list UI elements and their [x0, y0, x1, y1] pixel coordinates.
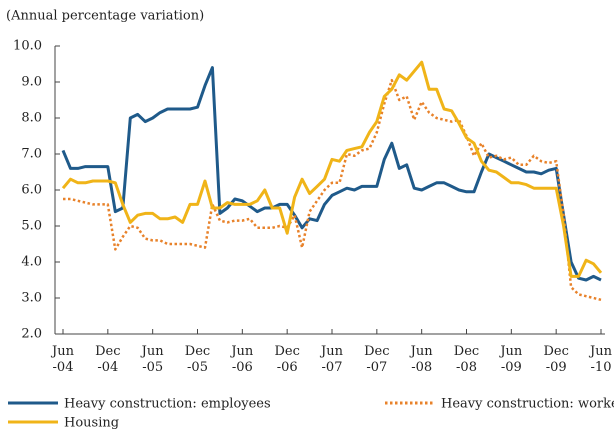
series-line	[61, 66, 602, 282]
y-tick-label: 4.0	[21, 255, 42, 270]
y-tick-label: 2.0	[21, 327, 42, 342]
x-tick-label: Dec -05	[185, 344, 210, 375]
y-tick-label: 9.0	[21, 75, 42, 90]
y-tick-label: 8.0	[21, 111, 42, 126]
y-tick-label: 5.0	[21, 219, 42, 234]
x-tick-label: Jun -06	[229, 344, 254, 375]
x-tick-label: Dec -06	[274, 344, 299, 375]
x-tick-label: Jun -07	[319, 344, 344, 375]
legend-label: Housing	[64, 416, 119, 431]
x-tick-label: Dec -09	[543, 344, 568, 375]
x-tick-label: Jun -09	[498, 344, 523, 375]
y-tick-label: 6.0	[21, 183, 42, 198]
x-tick-label: Dec -04	[95, 344, 120, 375]
legend-label: Heavy construction: employees	[64, 397, 271, 412]
chart-subtitle: (Annual percentage variation)	[6, 9, 204, 24]
y-tick-label: 3.0	[21, 291, 42, 306]
x-tick-label: Dec -08	[454, 344, 479, 375]
x-tick-label: Dec -07	[364, 344, 389, 375]
legend-label: Heavy construction: workers	[441, 397, 614, 412]
y-tick-label: 7.0	[21, 147, 42, 162]
x-tick-label: Jun -04	[50, 344, 75, 375]
x-tick-label: Jun -10	[588, 344, 613, 375]
y-tick-label: 10.0	[13, 39, 42, 54]
series-line	[61, 60, 603, 278]
x-tick-label: Jun -08	[409, 344, 434, 375]
series-line	[63, 78, 602, 302]
x-tick-label: Jun -05	[140, 344, 165, 375]
